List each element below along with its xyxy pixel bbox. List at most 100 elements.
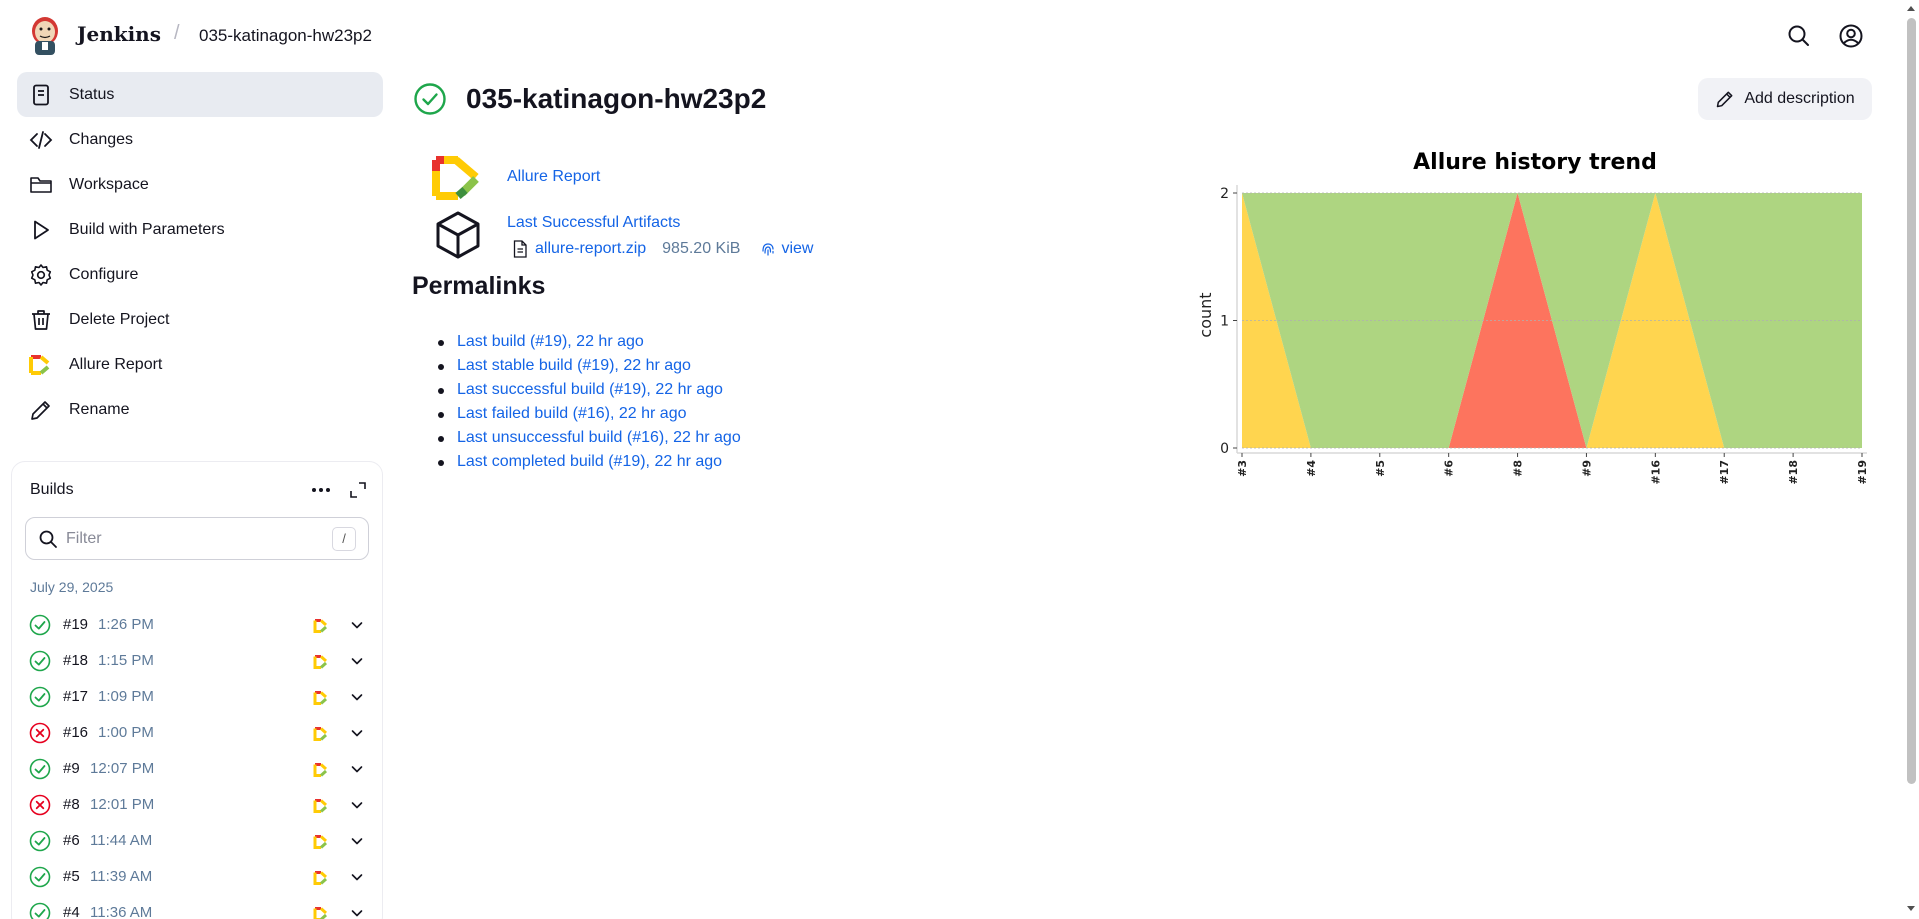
pencil-icon (31, 400, 50, 420)
build-row[interactable]: #16 1:00 PM (12, 715, 384, 751)
build-row[interactable]: #4 11:36 AM (12, 895, 384, 919)
permalink-last-stable-build[interactable]: Last stable build (#19), 22 hr ago (457, 357, 691, 374)
build-row[interactable]: #9 12:07 PM (12, 751, 384, 787)
sidebar-item-allure-report[interactable]: Allure Report (17, 342, 383, 387)
build-row[interactable]: #18 1:15 PM (12, 643, 384, 679)
chart-title: Allure history trend (1413, 150, 1657, 175)
build-number[interactable]: #18 (63, 652, 89, 669)
build-time: 1:26 PM (98, 616, 154, 633)
chevron-down-icon[interactable] (349, 617, 365, 633)
build-time: 12:01 PM (90, 796, 155, 813)
artifact-file-link[interactable]: allure-report.zip (535, 240, 647, 257)
sidebar-item-label: Configure (69, 265, 139, 283)
scrollbar-thumb[interactable] (1907, 18, 1916, 784)
permalink-last-build[interactable]: Last build (#19), 22 hr ago (457, 333, 644, 350)
list-item: Last unsuccessful build (#16), 22 hr ago (438, 429, 741, 453)
allure-report-link[interactable]: Allure Report (507, 168, 601, 185)
sidebar-item-label: Rename (69, 400, 130, 418)
allure-report-icon[interactable] (432, 155, 482, 201)
chevron-down-icon[interactable] (349, 833, 365, 849)
allure-icon[interactable] (313, 834, 329, 850)
build-row[interactable]: #5 11:39 AM (12, 859, 384, 895)
code-icon (29, 130, 53, 149)
permalink-last-completed-build[interactable]: Last completed build (#19), 22 hr ago (457, 453, 723, 470)
permalink-last-failed-build[interactable]: Last failed build (#16), 22 hr ago (457, 405, 687, 422)
chevron-down-icon[interactable] (349, 725, 365, 741)
sidebar-item-label: Delete Project (69, 310, 170, 328)
sidebar-item-delete-project[interactable]: Delete Project (17, 297, 383, 342)
more-options-icon[interactable] (307, 478, 335, 502)
chevron-down-icon[interactable] (349, 653, 365, 669)
expand-icon[interactable] (346, 478, 370, 502)
folder-icon (30, 176, 52, 193)
sidebar-item-rename[interactable]: Rename (17, 387, 383, 432)
build-time: 1:15 PM (98, 652, 154, 669)
sidebar-item-status[interactable]: Status (17, 72, 383, 117)
allure-icon[interactable] (313, 690, 329, 706)
last-successful-artifacts-link[interactable]: Last Successful Artifacts (507, 214, 681, 231)
brand-name[interactable]: Jenkins (77, 22, 161, 46)
sidebar-item-changes[interactable]: Changes (17, 117, 383, 162)
chart-x-tick-label: #16 (1649, 460, 1662, 485)
build-number[interactable]: #9 (63, 760, 80, 777)
list-item: Last failed build (#16), 22 hr ago (438, 405, 741, 429)
scroll-down-arrow-icon[interactable] (1907, 906, 1915, 911)
permalink-last-unsuccessful-build[interactable]: Last unsuccessful build (#16), 22 hr ago (457, 429, 741, 446)
build-number[interactable]: #8 (63, 796, 80, 813)
scroll-up-arrow-icon[interactable] (1907, 6, 1915, 11)
jenkins-logo-icon[interactable] (29, 15, 61, 55)
build-number[interactable]: #19 (63, 616, 89, 633)
sidebar-item-label: Workspace (69, 175, 149, 193)
account-icon[interactable] (1838, 23, 1864, 49)
list-item: Last stable build (#19), 22 hr ago (438, 357, 741, 381)
build-row[interactable]: #8 12:01 PM (12, 787, 384, 823)
build-row[interactable]: #17 1:09 PM (12, 679, 384, 715)
artifact-view-link[interactable]: view (781, 240, 814, 257)
chevron-down-icon[interactable] (349, 905, 365, 919)
permalink-last-successful-build[interactable]: Last successful build (#19), 22 hr ago (457, 381, 723, 398)
build-number[interactable]: #17 (63, 688, 89, 705)
allure-icon[interactable] (313, 654, 329, 670)
build-time: 12:07 PM (90, 760, 155, 777)
success-status-icon (29, 650, 51, 672)
failed-status-icon (29, 722, 51, 744)
builds-filter: / (25, 517, 369, 560)
build-number[interactable]: #5 (63, 868, 80, 885)
allure-icon[interactable] (313, 726, 329, 742)
build-row[interactable]: #19 1:26 PM (12, 607, 384, 643)
chevron-down-icon[interactable] (349, 761, 365, 777)
allure-icon[interactable] (313, 870, 329, 886)
allure-icon[interactable] (313, 618, 329, 634)
add-description-button[interactable]: Add description (1698, 78, 1872, 120)
sidebar-item-configure[interactable]: Configure (17, 252, 383, 297)
build-row[interactable]: #6 11:44 AM (12, 823, 384, 859)
search-icon[interactable] (1786, 23, 1812, 49)
build-number[interactable]: #16 (63, 724, 89, 741)
success-status-icon (29, 758, 51, 780)
builds-filter-input[interactable] (66, 526, 316, 552)
page-scrollbar[interactable] (1904, 0, 1919, 919)
sidebar-item-label: Status (69, 85, 115, 103)
chart-x-tick-label: #18 (1787, 460, 1800, 485)
build-number[interactable]: #6 (63, 832, 80, 849)
sidebar-item-label: Allure Report (69, 355, 163, 373)
build-time: 11:39 AM (90, 868, 153, 885)
success-status-icon (29, 830, 51, 852)
sidebar-item-build-with-parameters[interactable]: Build with Parameters (17, 207, 383, 252)
build-number[interactable]: #4 (63, 904, 80, 919)
success-status-icon (414, 83, 446, 115)
file-icon (513, 240, 527, 258)
sidebar-item-label: Build with Parameters (69, 220, 225, 238)
breadcrumb-project[interactable]: 035-katinagon-hw23p2 (199, 26, 372, 45)
allure-icon[interactable] (313, 798, 329, 814)
chevron-down-icon[interactable] (349, 689, 365, 705)
chevron-down-icon[interactable] (349, 869, 365, 885)
allure-icon[interactable] (313, 906, 329, 919)
sidebar-item-workspace[interactable]: Workspace (17, 162, 383, 207)
build-time: 11:44 AM (90, 832, 153, 849)
allure-history-trend-chart[interactable]: Allure history trend count 0 1 2 #3 #4 #5 #6 #8… (1190, 140, 1890, 500)
build-date-group: July 29, 2025 (30, 579, 114, 595)
chevron-down-icon[interactable] (349, 797, 365, 813)
success-status-icon (29, 614, 51, 636)
allure-icon[interactable] (313, 762, 329, 778)
